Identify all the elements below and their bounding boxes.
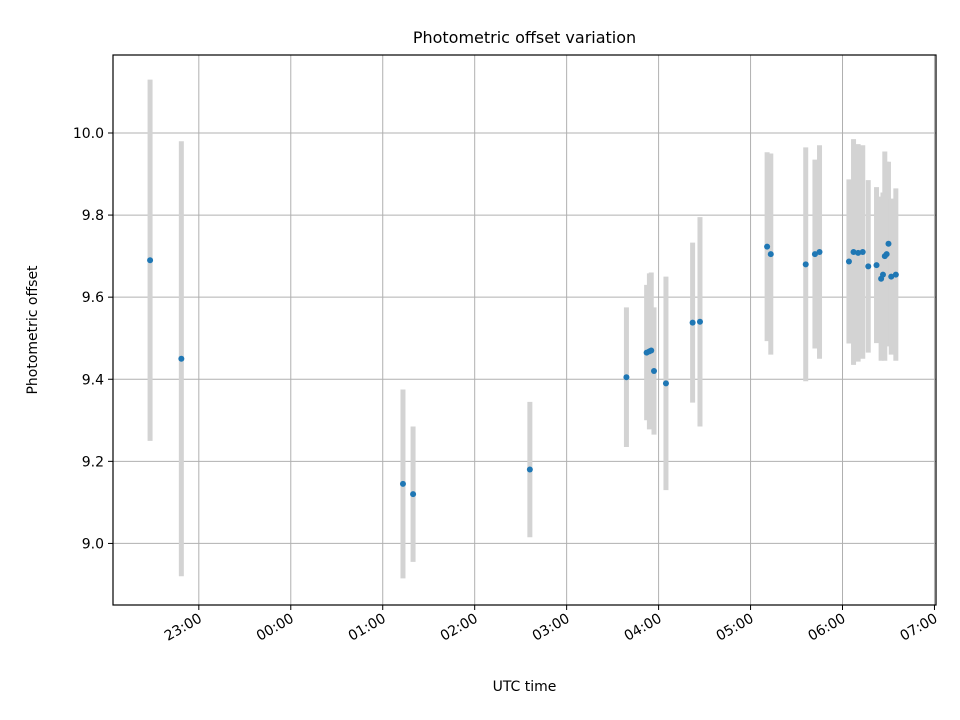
y-axis-label: Photometric offset <box>25 265 41 395</box>
data-point <box>651 368 658 375</box>
data-point <box>865 263 872 270</box>
data-point <box>879 271 886 278</box>
data-point <box>892 271 899 278</box>
data-point <box>883 251 890 258</box>
data-point <box>850 249 857 256</box>
chart-title: Photometric offset variation <box>413 28 636 47</box>
data-point <box>399 480 406 487</box>
data-point <box>648 347 655 354</box>
data-point <box>845 258 852 265</box>
y-tick-label: 10.0 <box>73 126 104 142</box>
y-axis-ticks: 9.0 9.2 9.4 9.6 9.8 10.0 <box>73 126 113 552</box>
axes-frame <box>112 54 937 606</box>
data-point <box>526 466 533 473</box>
data-point <box>888 273 895 280</box>
data-point <box>147 257 154 264</box>
y-tick-label: 9.2 <box>82 454 104 470</box>
data-point <box>802 261 809 268</box>
data-point <box>178 355 185 362</box>
y-tick-label: 9.8 <box>82 208 104 224</box>
data-point <box>689 319 696 326</box>
y-tick-label: 9.0 <box>82 536 104 552</box>
data-point <box>885 240 892 247</box>
data-point <box>764 243 771 250</box>
y-tick-label: 9.6 <box>82 290 104 306</box>
data-point <box>410 491 417 498</box>
grid <box>113 55 936 605</box>
data-point <box>767 251 774 258</box>
data-point <box>623 374 630 381</box>
data-point <box>855 249 862 256</box>
data-point <box>662 380 669 387</box>
data-point <box>816 249 823 256</box>
y-tick-label: 9.4 <box>82 372 104 388</box>
x-axis-label: UTC time <box>493 679 557 695</box>
data-point <box>873 262 880 269</box>
data-point <box>696 318 703 325</box>
data-point <box>811 251 818 258</box>
data-points <box>147 240 899 498</box>
data-point <box>859 249 866 256</box>
